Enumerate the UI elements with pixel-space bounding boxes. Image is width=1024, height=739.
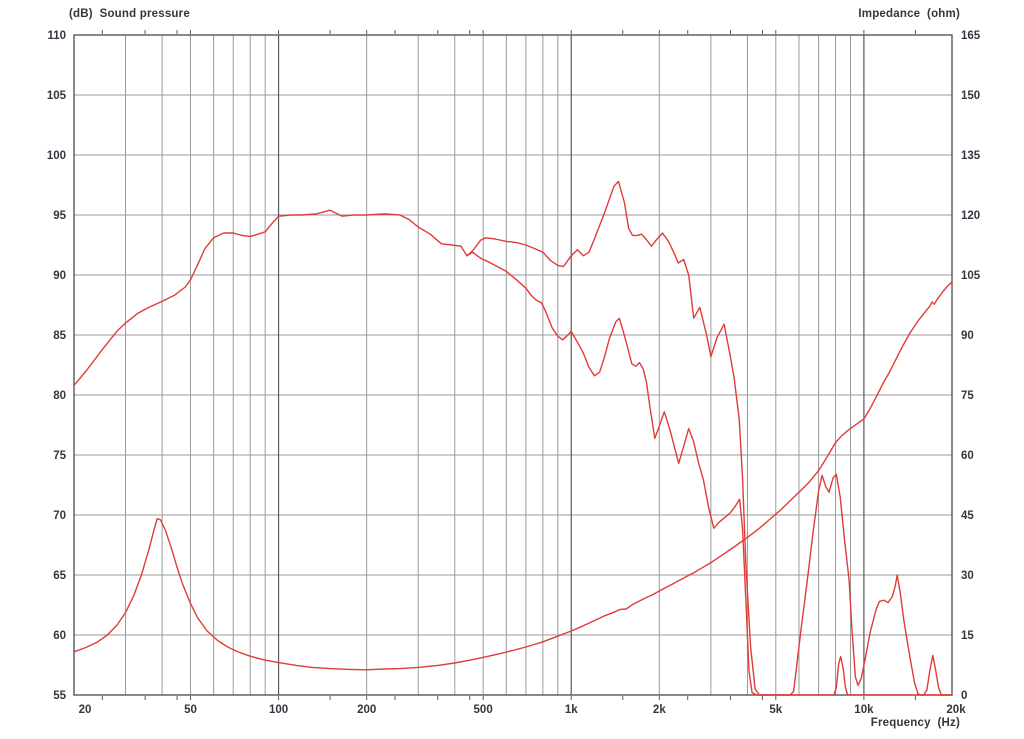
- x-axis-tick-label: 5k: [769, 704, 782, 716]
- left-axis-tick-label: 75: [53, 450, 66, 462]
- right-axis-tick-label: 60: [961, 450, 974, 462]
- right-axis-title: Impedance (ohm): [858, 8, 960, 20]
- left-axis-tick-label: 85: [53, 330, 66, 342]
- x-axis-tick-label: 200: [357, 704, 376, 716]
- left-axis-title: (dB) Sound pressure: [69, 8, 190, 20]
- right-axis-tick-label: 120: [961, 210, 980, 222]
- left-axis-tick-label: 80: [53, 390, 66, 402]
- right-axis-tick-label: 15: [961, 630, 974, 642]
- right-axis-tick-label: 45: [961, 510, 974, 522]
- impedance-curve: [73, 281, 953, 671]
- left-axis-tick-label: 55: [53, 690, 66, 702]
- left-axis-tick-label: 110: [47, 30, 66, 42]
- sound-pressure-lower-curve: [466, 251, 953, 696]
- x-axis-tick-label: 2k: [653, 704, 666, 716]
- right-axis-tick-label: 75: [961, 390, 974, 402]
- sound-pressure-upper-curve: [73, 180, 953, 696]
- x-axis-tick-label: 10k: [854, 704, 874, 716]
- right-axis-tick-label: 105: [961, 270, 981, 282]
- x-axis-tick-label: 50: [184, 704, 197, 716]
- left-axis-tick-label: 65: [53, 570, 66, 582]
- x-axis-tick-label: 100: [269, 704, 288, 716]
- left-axis-tick-label: 105: [47, 90, 67, 102]
- right-axis-tick-label: 135: [961, 150, 981, 162]
- left-axis-tick-label: 95: [53, 210, 66, 222]
- right-axis-tick-label: 165: [961, 30, 981, 42]
- x-axis-tick-label: 1k: [565, 704, 578, 716]
- right-axis-tick-label: 30: [961, 570, 974, 582]
- left-axis-tick-label: 90: [53, 270, 66, 282]
- x-axis-tick-label: 20: [79, 704, 92, 716]
- left-axis-tick-label: 60: [53, 630, 66, 642]
- right-axis-tick-label: 150: [961, 90, 980, 102]
- plot-border: [73, 34, 953, 696]
- x-axis-title: Frequency (Hz): [870, 717, 960, 729]
- x-axis-tick-label: 20k: [946, 704, 966, 716]
- right-axis-tick-label: 90: [961, 330, 974, 342]
- x-axis-tick-label: 500: [474, 704, 493, 716]
- left-axis-tick-label: 100: [47, 150, 66, 162]
- left-axis-tick-label: 70: [53, 510, 66, 522]
- right-axis-tick-label: 0: [961, 690, 967, 702]
